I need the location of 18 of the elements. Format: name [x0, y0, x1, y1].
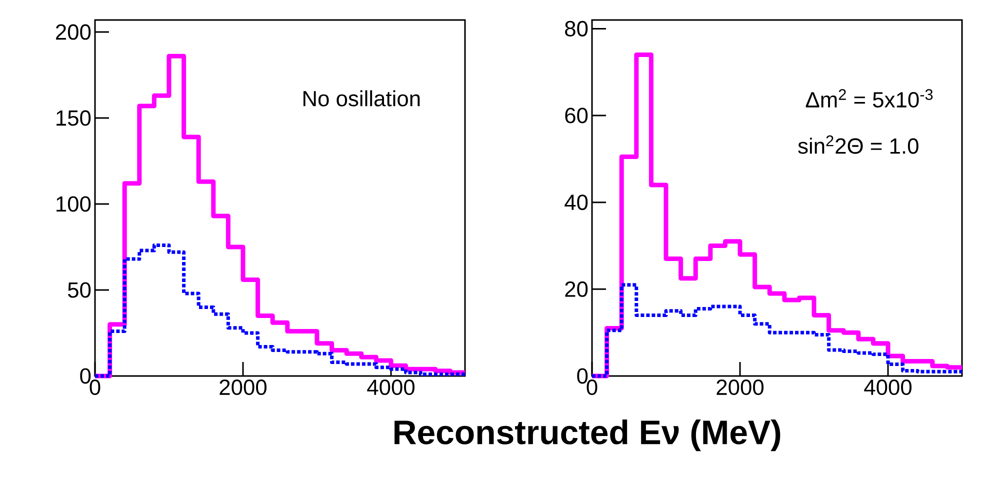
- y-tick-label: 20: [565, 281, 588, 297]
- y-tick-label: 100: [56, 196, 91, 212]
- y-tick-label: 200: [56, 24, 91, 40]
- x-tick-label: 2000: [716, 380, 764, 396]
- x-tick-label: 4000: [864, 380, 912, 396]
- y-tick-label: 60: [565, 108, 588, 124]
- annotation: Δm$^{2}$ = 5x10$^{-3}$: [806, 89, 933, 108]
- x-axis-title: Reconstructed Eν (MeV): [394, 420, 780, 452]
- x-tick-label: 2000: [220, 380, 267, 396]
- y-tick-label: 80: [565, 20, 588, 36]
- y-tick-label: 150: [56, 110, 91, 126]
- y-tick-label: 40: [564, 194, 588, 210]
- x-tick-label: 4000: [367, 380, 415, 396]
- y-tick-label: 0: [80, 368, 91, 384]
- annotation: sin$^{2}$2Θ = 1.0: [798, 135, 918, 154]
- y-tick-label: 50: [68, 282, 91, 298]
- y-tick-label: 0: [577, 368, 588, 384]
- annotation: No osillation: [304, 90, 420, 106]
